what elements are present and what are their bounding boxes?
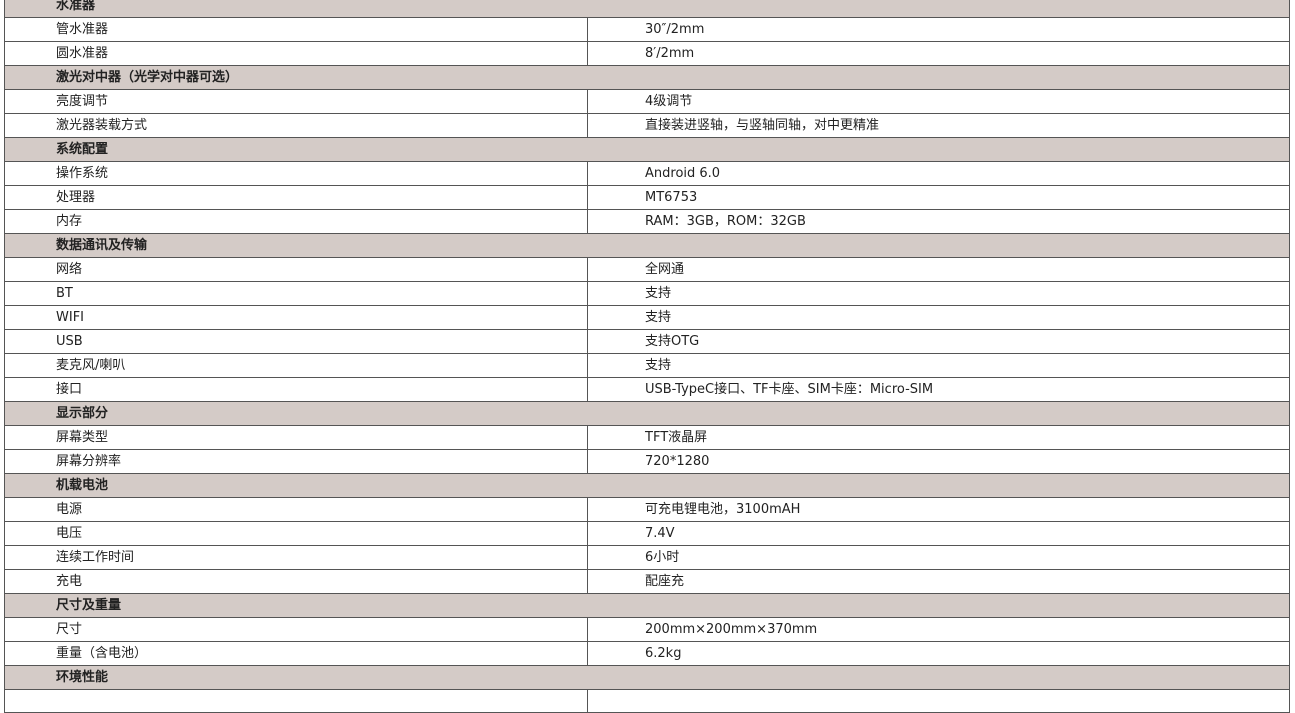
spec-value: 支持 — [587, 281, 1290, 306]
section-title: 激光对中器（光学对中器可选） — [4, 65, 1290, 90]
section-header: 数据通讯及传输 — [4, 233, 1290, 258]
spec-label: 屏幕分辨率 — [4, 449, 588, 474]
table-row: 管水准器 30″/2mm — [4, 17, 1290, 42]
spec-value: 直接装进竖轴，与竖轴同轴，对中更精准 — [587, 113, 1290, 138]
spec-value — [587, 689, 1290, 713]
spec-value: 200mm×200mm×370mm — [587, 617, 1290, 642]
spec-value: USB-TypeC接口、TF卡座、SIM卡座：Micro-SIM — [587, 377, 1290, 402]
section-header: 激光对中器（光学对中器可选） — [4, 65, 1290, 90]
spec-label: 屏幕类型 — [4, 425, 588, 450]
table-row: 麦克风/喇叭 支持 — [4, 353, 1290, 378]
table-row: 激光器装载方式 直接装进竖轴，与竖轴同轴，对中更精准 — [4, 113, 1290, 138]
table-row: 处理器 MT6753 — [4, 185, 1290, 210]
spec-value: 8′/2mm — [587, 41, 1290, 66]
spec-label: 充电 — [4, 569, 588, 594]
section-title: 尺寸及重量 — [4, 593, 1290, 618]
spec-value: 支持 — [587, 353, 1290, 378]
table-row: WIFI 支持 — [4, 305, 1290, 330]
spec-value: 720*1280 — [587, 449, 1290, 474]
spec-label — [4, 689, 588, 713]
spec-label: WIFI — [4, 305, 588, 330]
table-row: 屏幕类型 TFT液晶屏 — [4, 425, 1290, 450]
spec-value: 6小时 — [587, 545, 1290, 570]
spec-label: 连续工作时间 — [4, 545, 588, 570]
table-row: 亮度调节 4级调节 — [4, 89, 1290, 114]
section-header: 系统配置 — [4, 137, 1290, 162]
spec-value: 全网通 — [587, 257, 1290, 282]
section-header: 水准器 — [4, 0, 1290, 18]
spec-label: 操作系统 — [4, 161, 588, 186]
spec-value: 7.4V — [587, 521, 1290, 546]
spec-label: 重量（含电池） — [4, 641, 588, 666]
spec-label: 圆水准器 — [4, 41, 588, 66]
spec-label: 处理器 — [4, 185, 588, 210]
spec-table: 水准器 管水准器 30″/2mm 圆水准器 8′/2mm 激光对中器（光学对中器可选） 亮度… — [4, 0, 1290, 713]
table-row: 电源 可充电锂电池，3100mAH — [4, 497, 1290, 522]
spec-label: 电压 — [4, 521, 588, 546]
spec-label: 激光器装载方式 — [4, 113, 588, 138]
spec-label: 电源 — [4, 497, 588, 522]
spec-value: TFT液晶屏 — [587, 425, 1290, 450]
table-row: 网络 全网通 — [4, 257, 1290, 282]
section-title: 水准器 — [4, 0, 1290, 18]
spec-label: 内存 — [4, 209, 588, 234]
section-title: 显示部分 — [4, 401, 1290, 426]
spec-label: 管水准器 — [4, 17, 588, 42]
spec-label: BT — [4, 281, 588, 306]
table-row: 圆水准器 8′/2mm — [4, 41, 1290, 66]
section-title: 环境性能 — [4, 665, 1290, 690]
spec-label: USB — [4, 329, 588, 354]
spec-value: 配座充 — [587, 569, 1290, 594]
table-row: 电压 7.4V — [4, 521, 1290, 546]
spec-label: 麦克风/喇叭 — [4, 353, 588, 378]
spec-value: Android 6.0 — [587, 161, 1290, 186]
spec-value: 可充电锂电池，3100mAH — [587, 497, 1290, 522]
table-row: 重量（含电池） 6.2kg — [4, 641, 1290, 666]
section-header: 显示部分 — [4, 401, 1290, 426]
section-title: 系统配置 — [4, 137, 1290, 162]
spec-value: RAM：3GB，ROM：32GB — [587, 209, 1290, 234]
table-row: 连续工作时间 6小时 — [4, 545, 1290, 570]
spec-value: 30″/2mm — [587, 17, 1290, 42]
table-row: 内存 RAM：3GB，ROM：32GB — [4, 209, 1290, 234]
table-row: 接口 USB-TypeC接口、TF卡座、SIM卡座：Micro-SIM — [4, 377, 1290, 402]
section-header: 环境性能 — [4, 665, 1290, 690]
spec-value: 支持OTG — [587, 329, 1290, 354]
spec-value: 6.2kg — [587, 641, 1290, 666]
spec-value: 4级调节 — [587, 89, 1290, 114]
section-title: 机载电池 — [4, 473, 1290, 498]
table-row — [4, 689, 1290, 713]
table-row: 屏幕分辨率 720*1280 — [4, 449, 1290, 474]
section-header: 尺寸及重量 — [4, 593, 1290, 618]
spec-label: 接口 — [4, 377, 588, 402]
table-row: USB 支持OTG — [4, 329, 1290, 354]
table-row: 操作系统 Android 6.0 — [4, 161, 1290, 186]
spec-label: 亮度调节 — [4, 89, 588, 114]
section-title: 数据通讯及传输 — [4, 233, 1290, 258]
spec-label: 网络 — [4, 257, 588, 282]
table-row: 充电 配座充 — [4, 569, 1290, 594]
section-header: 机载电池 — [4, 473, 1290, 498]
spec-value: 支持 — [587, 305, 1290, 330]
table-row: BT 支持 — [4, 281, 1290, 306]
spec-label: 尺寸 — [4, 617, 588, 642]
spec-value: MT6753 — [587, 185, 1290, 210]
table-row: 尺寸 200mm×200mm×370mm — [4, 617, 1290, 642]
